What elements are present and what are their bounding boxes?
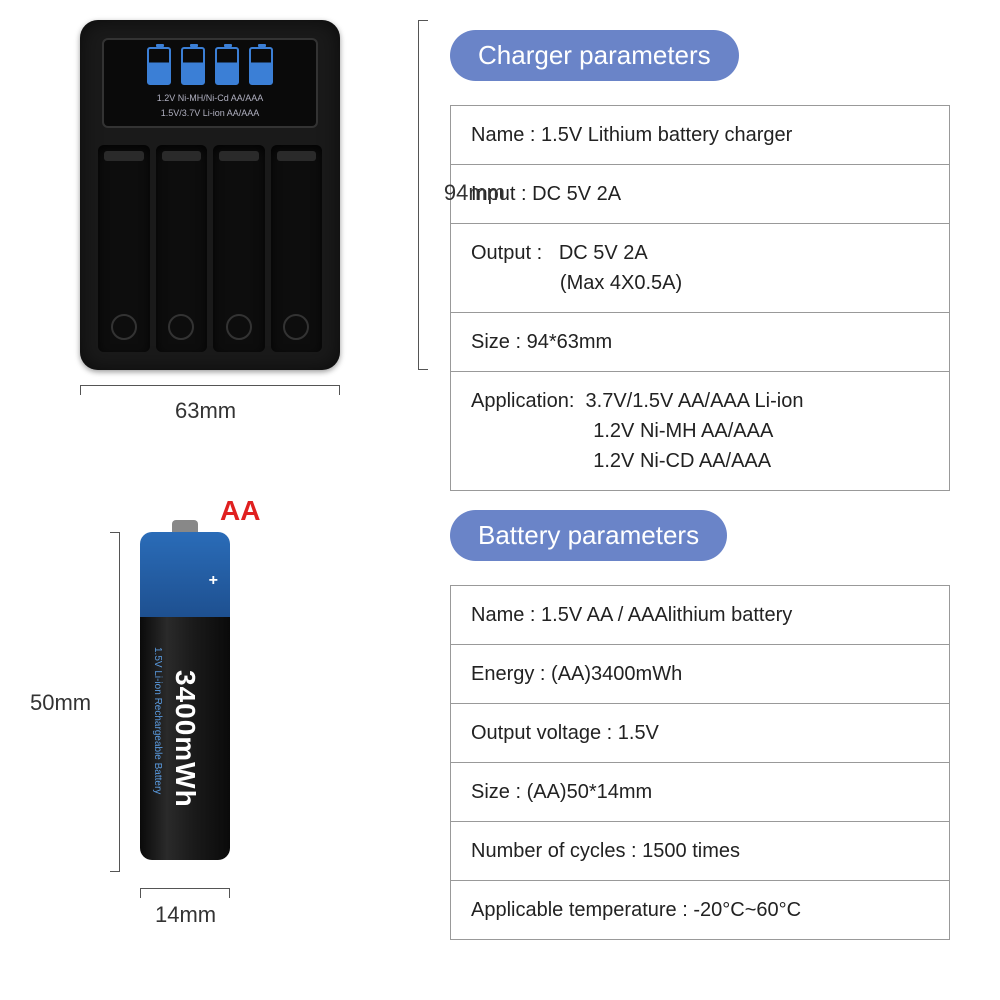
battery-illustration-column: AA + 1.5V Li-ion Rechargeable Battery 34… <box>30 500 410 980</box>
app-label: Application: <box>471 390 574 412</box>
app-line1: 3.7V/1.5V AA/AAA Li-ion <box>586 390 804 412</box>
output-v1: DC 5V 2A <box>559 242 648 264</box>
battery-subtext: 1.5V Li-ion Rechargeable Battery <box>152 647 163 794</box>
dimension-label-width: 14mm <box>155 902 216 928</box>
battery-tip <box>172 520 198 532</box>
dimension-line-height <box>418 20 428 370</box>
battery-body: + 1.5V Li-ion Rechargeable Battery 3400m… <box>140 520 230 860</box>
battery-section: AA + 1.5V Li-ion Rechargeable Battery 34… <box>30 500 970 980</box>
charger-slots <box>98 145 322 352</box>
battery-bottom-black: 1.5V Li-ion Rechargeable Battery 3400mWh <box>140 617 230 860</box>
battery-icon <box>147 47 171 85</box>
battery-specs-column: Battery parameters Name : 1.5V AA / AAAl… <box>450 500 970 980</box>
charger-illustration-column: 1.2V Ni-MH/Ni-Cd AA/AAA 1.5V/3.7V Li-ion… <box>30 20 410 480</box>
dimension-line-width <box>80 385 340 395</box>
spec-row-voltage: Output voltage : 1.5V <box>451 704 949 763</box>
dimension-label-width: 63mm <box>175 398 236 424</box>
battery-icon <box>249 47 273 85</box>
slot <box>213 145 265 352</box>
screen-text-line1: 1.2V Ni-MH/Ni-Cd AA/AAA <box>157 93 264 104</box>
slot <box>156 145 208 352</box>
charger-lcd-screen: 1.2V Ni-MH/Ni-Cd AA/AAA 1.5V/3.7V Li-ion… <box>102 38 318 128</box>
output-label: Output : <box>471 242 542 264</box>
app-line2: 1.2V Ni-MH AA/AAA <box>593 420 773 442</box>
battery-icon <box>181 47 205 85</box>
battery-header-pill: Battery parameters <box>450 510 727 561</box>
dimension-label-height: 50mm <box>30 690 91 716</box>
screen-battery-icons <box>147 47 273 85</box>
plus-icon: + <box>209 572 218 590</box>
charger-specs-column: Charger parameters Name : 1.5V Lithium b… <box>450 20 970 480</box>
charger-header-pill: Charger parameters <box>450 30 739 81</box>
app-line3: 1.2V Ni-CD AA/AAA <box>593 450 771 472</box>
dimension-line-height <box>110 532 120 872</box>
spec-row-name: Name : 1.5V AA / AAAlithium battery <box>451 586 949 645</box>
spec-row-name: Name : 1.5V Lithium battery charger <box>451 106 949 165</box>
spec-row-temp: Applicable temperature : -20°C~60°C <box>451 881 949 939</box>
charger-wrap: 1.2V Ni-MH/Ni-Cd AA/AAA 1.5V/3.7V Li-ion… <box>30 20 410 370</box>
slot <box>271 145 323 352</box>
spec-row-application: Application: 3.7V/1.5V AA/AAA Li-ion 1.2… <box>451 372 949 490</box>
dimension-line-width <box>140 888 230 898</box>
battery-spec-table: Name : 1.5V AA / AAAlithium battery Ener… <box>450 585 950 940</box>
battery-icon <box>215 47 239 85</box>
spec-row-output: Output : DC 5V 2A (Max 4X0.5A) <box>451 224 949 313</box>
spec-row-energy: Energy : (AA)3400mWh <box>451 645 949 704</box>
dimension-label-height: 94mm <box>444 180 505 206</box>
charger-body: 1.2V Ni-MH/Ni-Cd AA/AAA 1.5V/3.7V Li-ion… <box>80 20 340 370</box>
spec-row-cycles: Number of cycles : 1500 times <box>451 822 949 881</box>
spec-row-input: Input : DC 5V 2A <box>451 165 949 224</box>
charger-spec-table: Name : 1.5V Lithium battery charger Inpu… <box>450 105 950 491</box>
spec-row-size: Size : 94*63mm <box>451 313 949 372</box>
charger-section: 1.2V Ni-MH/Ni-Cd AA/AAA 1.5V/3.7V Li-ion… <box>30 20 970 480</box>
slot <box>98 145 150 352</box>
output-v2: (Max 4X0.5A) <box>560 272 682 294</box>
battery-main-text: 3400mWh <box>169 670 201 808</box>
spec-row-size: Size : (AA)50*14mm <box>451 763 949 822</box>
battery-top-blue: + <box>140 532 230 617</box>
screen-text-line2: 1.5V/3.7V Li-ion AA/AAA <box>161 108 260 119</box>
battery-wrap: AA + 1.5V Li-ion Rechargeable Battery 34… <box>30 500 410 860</box>
